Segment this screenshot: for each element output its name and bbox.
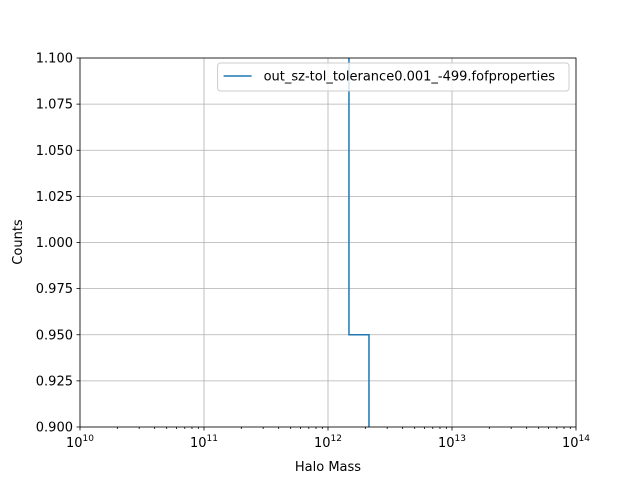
x-tick-label: 1011 <box>190 434 218 451</box>
legend-box <box>217 62 570 92</box>
x-tick-label: 1010 <box>66 434 94 451</box>
y-tick-label: 1.025 <box>36 190 73 205</box>
x-tick-label: 1013 <box>438 434 466 451</box>
x-tick-label: 1012 <box>314 434 342 451</box>
y-axis-label: Counts <box>11 219 26 265</box>
y-tick-label: 0.900 <box>36 421 73 436</box>
series-line <box>348 58 370 427</box>
x-tick-label: 1014 <box>562 434 590 451</box>
y-tick-label: 0.950 <box>36 328 73 343</box>
y-tick-label: 1.000 <box>36 236 73 251</box>
legend-label: out_sz-tol_tolerance0.001_-499.fofproper… <box>264 70 556 85</box>
y-tick-label: 1.050 <box>36 144 73 159</box>
y-tick-label: 0.925 <box>36 374 73 389</box>
y-tick-label: 1.100 <box>36 52 73 67</box>
legend: out_sz-tol_tolerance0.001_-499.fofproper… <box>217 62 570 92</box>
y-tick-label: 1.075 <box>36 98 73 113</box>
x-axis-label: Halo Mass <box>295 460 361 475</box>
y-tick-label: 0.975 <box>36 282 73 297</box>
